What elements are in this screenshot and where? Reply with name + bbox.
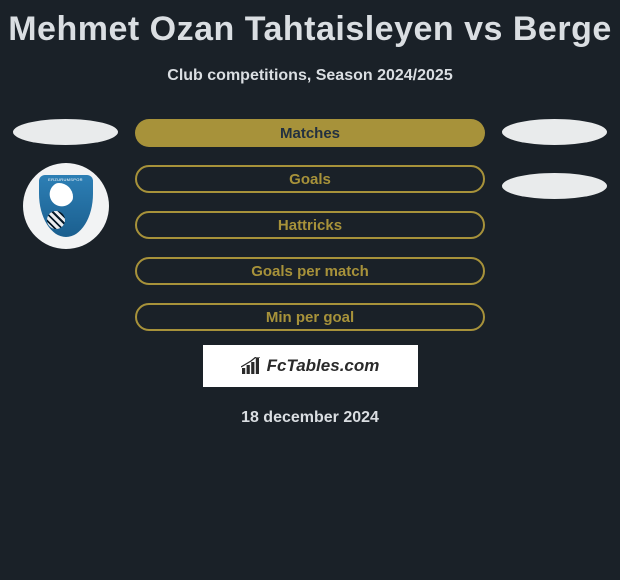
right-player-column [497,119,612,199]
stat-bar-matches: Matches [135,119,485,147]
brand-box[interactable]: FcTables.com [203,345,418,387]
shield-text: ERZURUMSPOR [39,177,93,182]
left-player-column: ERZURUMSPOR [8,119,123,249]
stat-bar-min-per-goal: Min per goal [135,303,485,331]
club-shield: ERZURUMSPOR [39,175,93,237]
comparison-content: ERZURUMSPOR Matches Goals Hattricks Goal… [0,119,620,331]
right-stat-ellipse-2 [502,173,607,199]
page-title: Mehmet Ozan Tahtaisleyen vs Berge [0,0,620,49]
brand-text: FcTables.com [267,356,380,376]
stat-bar-goals-per-match: Goals per match [135,257,485,285]
left-club-logo: ERZURUMSPOR [23,163,109,249]
date-line: 18 december 2024 [0,409,620,427]
stat-bar-hattricks: Hattricks [135,211,485,239]
left-stat-ellipse-1 [13,119,118,145]
stat-bar-goals: Goals [135,165,485,193]
right-stat-ellipse-1 [502,119,607,145]
bar-chart-icon [241,357,261,375]
stat-bars: Matches Goals Hattricks Goals per match … [135,119,485,331]
subtitle: Club competitions, Season 2024/2025 [0,67,620,85]
